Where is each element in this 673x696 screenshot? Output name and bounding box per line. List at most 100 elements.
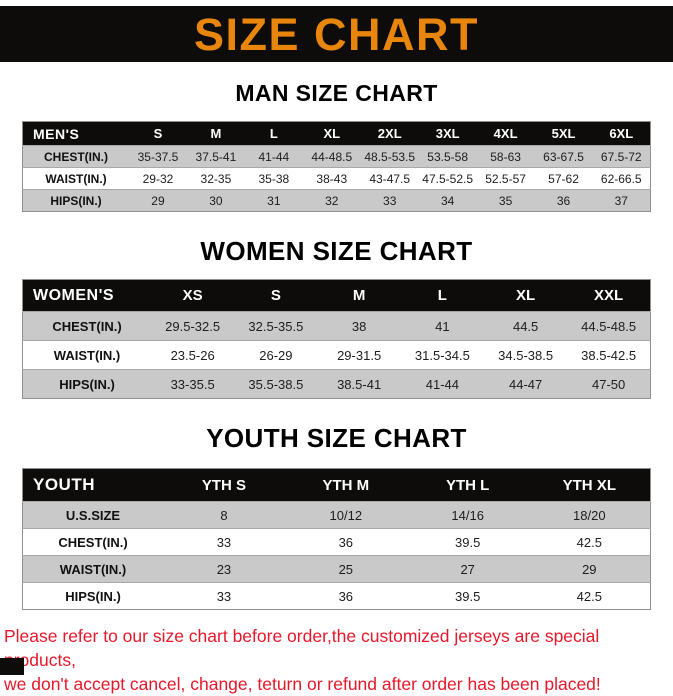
table-cell: 34.5-38.5 [484, 340, 568, 370]
column-header: 5XL [534, 121, 593, 146]
table-cell: 10/12 [284, 501, 407, 529]
table-cell: 67.5-72 [592, 145, 651, 168]
table-cell: 31.5-34.5 [400, 340, 484, 370]
table-cell: 33-35.5 [151, 369, 235, 399]
table-cell: 63-67.5 [534, 145, 593, 168]
table-cell: 29 [129, 189, 187, 212]
table-cell: 38.5-41 [317, 369, 401, 399]
table-cell: 29.5-32.5 [151, 311, 235, 341]
table-cell: 32.5-35.5 [234, 311, 318, 341]
column-header: 4XL [476, 121, 535, 146]
column-header: YTH S [163, 468, 285, 502]
table-cell: 32 [302, 189, 361, 212]
table-cell: 33 [163, 582, 285, 610]
column-header: XL [484, 279, 568, 312]
column-header: YTH M [284, 468, 407, 502]
table-cell: 35-37.5 [129, 145, 187, 168]
table-cell: 44.5 [484, 311, 568, 341]
table-row: CHEST(IN.) 29.5-32.5 32.5-35.5 38 41 44.5 44.5… [22, 311, 651, 341]
table-cell: 57-62 [534, 167, 593, 190]
title-banner: SIZE CHART [0, 6, 673, 62]
table-cell: 14/16 [406, 501, 529, 529]
table-cell: 25 [284, 555, 407, 583]
table-row: HIPS(IN.) 33-35.5 35.5-38.5 38.5-41 41-44 44-… [22, 369, 651, 399]
column-header: M [317, 279, 401, 312]
table-cell: 29-32 [129, 167, 187, 190]
table-title-cell: MEN'S [22, 121, 129, 146]
table-row: HIPS(IN.) 29 30 31 32 33 34 35 36 37 [22, 189, 651, 212]
column-header: S [129, 121, 187, 146]
table-row: CHEST(IN.) 35-37.5 37.5-41 41-44 44-48.5 48.5… [22, 145, 651, 168]
table-cell: 48.5-53.5 [360, 145, 419, 168]
men-size-table: MEN'S S M L XL 2XL 3XL 4XL 5XL 6XL CHEST(IN.) 35-37… [22, 121, 651, 212]
women-size-table: WOMEN'S XS S M L XL XXL CHEST(IN.) 29.5-32.5 32.5… [22, 279, 651, 399]
table-cell: 33 [360, 189, 419, 212]
women-section-heading: WOMEN SIZE CHART [200, 236, 473, 266]
header-row: WOMEN'S XS S M L XL XXL [22, 279, 651, 312]
column-header: L [400, 279, 484, 312]
table-cell: 44-47 [484, 369, 568, 399]
table-row: U.S.SIZE 8 10/12 14/16 18/20 [22, 501, 651, 529]
row-label: WAIST(IN.) [22, 167, 129, 190]
column-header: XL [302, 121, 361, 146]
table-cell: 27 [406, 555, 529, 583]
table-title-cell: YOUTH [22, 468, 163, 502]
table-cell: 47-50 [567, 369, 651, 399]
table-row: WAIST(IN.) 23.5-26 26-29 29-31.5 31.5-34.5 34… [22, 340, 651, 370]
row-label: CHEST(IN.) [22, 528, 163, 556]
size-chart-page: SIZE CHART MAN SIZE CHART MEN'S S M L XL 2XL 3… [0, 6, 673, 696]
men-section-heading: MAN SIZE CHART [235, 80, 438, 106]
table-cell: 31 [244, 189, 303, 212]
row-label: CHEST(IN.) [22, 145, 129, 168]
table-cell: 41-44 [244, 145, 303, 168]
table-cell: 36 [534, 189, 593, 212]
column-header: XXL [567, 279, 651, 312]
table-cell: 38.5-42.5 [567, 340, 651, 370]
table-cell: 36 [284, 528, 407, 556]
table-cell: 43-47.5 [360, 167, 419, 190]
table-cell: 38-43 [302, 167, 361, 190]
table-cell: 35-38 [244, 167, 303, 190]
table-cell: 34 [418, 189, 477, 212]
table-cell: 42.5 [528, 528, 651, 556]
table-cell: 47.5-52.5 [418, 167, 477, 190]
table-cell: 38 [317, 311, 401, 341]
table-cell: 52.5-57 [476, 167, 535, 190]
table-row: WAIST(IN.) 29-32 32-35 35-38 38-43 43-47.5 47.… [22, 167, 651, 190]
column-header: XS [151, 279, 235, 312]
table-row: CHEST(IN.) 33 36 39.5 42.5 [22, 528, 651, 556]
youth-size-table: YOUTH YTH S YTH M YTH L YTH XL U.S.SIZE 8 10/12… [22, 468, 651, 610]
row-label: WAIST(IN.) [22, 555, 163, 583]
table-cell: 29 [528, 555, 651, 583]
column-header: M [186, 121, 245, 146]
women-size-section: WOMEN SIZE CHART WOMEN'S XS S M L XL XXL CHEST(… [0, 236, 673, 399]
table-cell: 18/20 [528, 501, 651, 529]
table-row: HIPS(IN.) 33 36 39.5 42.5 [22, 582, 651, 610]
header-row: MEN'S S M L XL 2XL 3XL 4XL 5XL 6XL [22, 121, 651, 146]
table-cell: 41-44 [400, 369, 484, 399]
table-cell: 53.5-58 [418, 145, 477, 168]
column-header: YTH XL [528, 468, 651, 502]
row-label: CHEST(IN.) [22, 311, 151, 341]
row-label: U.S.SIZE [22, 501, 163, 529]
table-cell: 23.5-26 [151, 340, 235, 370]
table-cell: 42.5 [528, 582, 651, 610]
column-header: L [244, 121, 303, 146]
disclaimer-note: Please refer to our size chart before or… [0, 624, 673, 696]
table-cell: 36 [284, 582, 407, 610]
table-cell: 23 [163, 555, 285, 583]
table-cell: 44-48.5 [302, 145, 361, 168]
row-label: WAIST(IN.) [22, 340, 151, 370]
table-cell: 33 [163, 528, 285, 556]
column-header: 6XL [592, 121, 651, 146]
column-header: 2XL [360, 121, 419, 146]
row-label: HIPS(IN.) [22, 369, 151, 399]
table-cell: 37 [592, 189, 651, 212]
men-size-section: MAN SIZE CHART MEN'S S M L XL 2XL 3XL 4XL 5XL 6XL… [0, 80, 673, 212]
disclaimer-line-2: we don't accept cancel, change, teturn o… [4, 674, 601, 694]
table-cell: 58-63 [476, 145, 535, 168]
table-cell: 8 [163, 501, 285, 529]
column-header: YTH L [406, 468, 529, 502]
disclaimer-line-1: Please refer to our size chart before or… [4, 626, 600, 670]
table-cell: 62-66.5 [592, 167, 651, 190]
